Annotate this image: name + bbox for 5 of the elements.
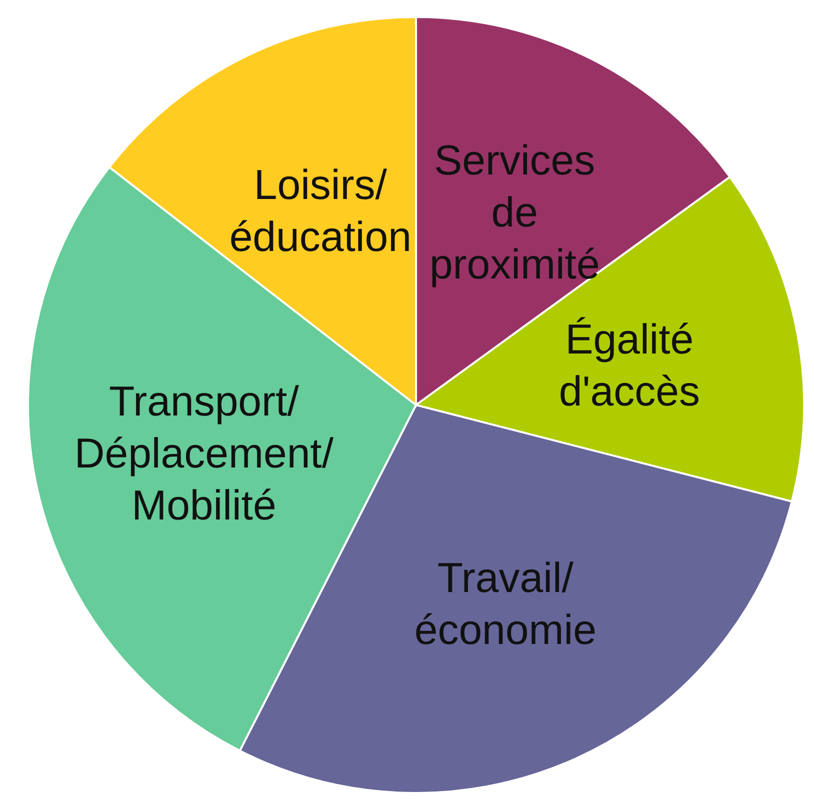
slice-label: Services de proximité bbox=[429, 136, 600, 287]
slice-label: Travail/économie bbox=[414, 554, 596, 653]
slice-label: Transport/Déplacement/Mobilité bbox=[74, 376, 334, 528]
slice-label: Loisirs/éducation bbox=[229, 160, 412, 260]
slice-label: Égalité d'accès bbox=[558, 314, 700, 414]
